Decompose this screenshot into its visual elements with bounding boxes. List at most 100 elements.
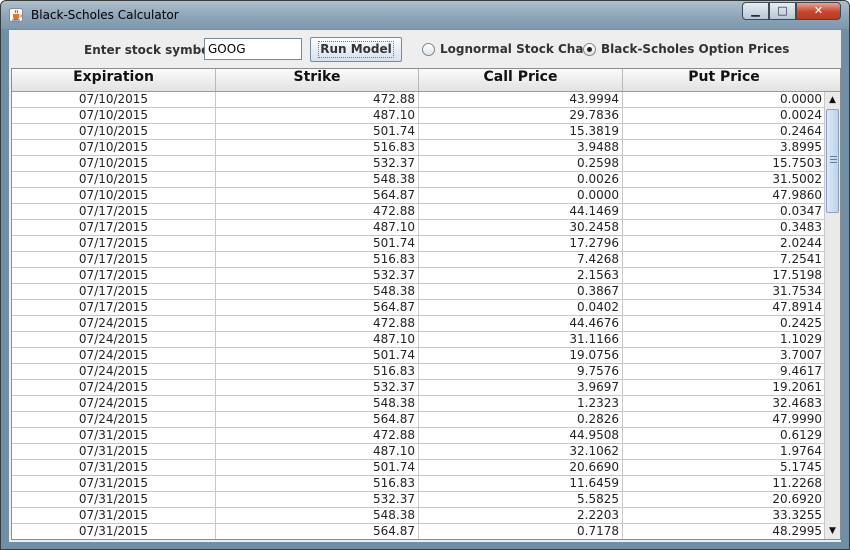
put-price-cell[interactable]: 3.8995: [623, 140, 824, 156]
expiration-cell[interactable]: 07/17/2015: [12, 220, 216, 236]
table-row[interactable]: 07/24/2015 472.88 44.4676 0.2425: [12, 316, 824, 332]
table-row[interactable]: 07/31/2015 472.88 44.9508 0.6129: [12, 428, 824, 444]
call-price-cell[interactable]: 17.2796: [419, 236, 623, 252]
table-row[interactable]: 07/24/2015 532.37 3.9697 19.2061: [12, 380, 824, 396]
table-row[interactable]: 07/10/2015 472.88 43.9994 0.0000: [12, 92, 824, 108]
table-row[interactable]: 07/31/2015 548.38 2.2203 33.3255: [12, 508, 824, 524]
strike-cell[interactable]: 532.37: [216, 268, 419, 284]
minimize-button[interactable]: ▁: [742, 2, 769, 20]
expiration-cell[interactable]: 07/24/2015: [12, 412, 216, 428]
table-row[interactable]: 07/24/2015 516.83 9.7576 9.4617: [12, 364, 824, 380]
expiration-cell[interactable]: 07/17/2015: [12, 300, 216, 316]
strike-cell[interactable]: 564.87: [216, 188, 419, 204]
expiration-cell[interactable]: 07/17/2015: [12, 236, 216, 252]
call-price-cell[interactable]: 0.2826: [419, 412, 623, 428]
table-row[interactable]: 07/31/2015 501.74 20.6690 5.1745: [12, 460, 824, 476]
put-price-cell[interactable]: 32.4683: [623, 396, 824, 412]
put-price-cell[interactable]: 7.2541: [623, 252, 824, 268]
call-price-cell[interactable]: 15.3819: [419, 124, 623, 140]
table-row[interactable]: 07/10/2015 532.37 0.2598 15.7503: [12, 156, 824, 172]
scroll-up-arrow-icon[interactable]: ▲: [829, 95, 836, 105]
call-price-cell[interactable]: 30.2458: [419, 220, 623, 236]
strike-cell[interactable]: 532.37: [216, 156, 419, 172]
radio-selected-icon[interactable]: [583, 43, 596, 56]
put-price-cell[interactable]: 0.2425: [623, 316, 824, 332]
expiration-cell[interactable]: 07/31/2015: [12, 508, 216, 524]
expiration-cell[interactable]: 07/31/2015: [12, 524, 216, 539]
run-model-button[interactable]: Run Model: [310, 37, 402, 62]
strike-cell[interactable]: 472.88: [216, 428, 419, 444]
strike-cell[interactable]: 472.88: [216, 204, 419, 220]
strike-cell[interactable]: 472.88: [216, 316, 419, 332]
put-price-cell[interactable]: 47.9860: [623, 188, 824, 204]
call-price-cell[interactable]: 19.0756: [419, 348, 623, 364]
strike-cell[interactable]: 548.38: [216, 396, 419, 412]
call-price-cell[interactable]: 11.6459: [419, 476, 623, 492]
strike-cell[interactable]: 487.10: [216, 332, 419, 348]
expiration-cell[interactable]: 07/31/2015: [12, 492, 216, 508]
title-bar[interactable]: Black-Scholes Calculator ▁ □ ✕: [1, 1, 849, 29]
table-row[interactable]: 07/10/2015 516.83 3.9488 3.8995: [12, 140, 824, 156]
expiration-cell[interactable]: 07/10/2015: [12, 108, 216, 124]
expiration-cell[interactable]: 07/31/2015: [12, 476, 216, 492]
table-row[interactable]: 07/17/2015 487.10 30.2458 0.3483: [12, 220, 824, 236]
strike-cell[interactable]: 564.87: [216, 300, 419, 316]
expiration-cell[interactable]: 07/24/2015: [12, 316, 216, 332]
put-price-cell[interactable]: 17.5198: [623, 268, 824, 284]
table-row[interactable]: 07/17/2015 532.37 2.1563 17.5198: [12, 268, 824, 284]
expiration-cell[interactable]: 07/31/2015: [12, 460, 216, 476]
put-price-cell[interactable]: 0.0347: [623, 204, 824, 220]
table-row[interactable]: 07/17/2015 472.88 44.1469 0.0347: [12, 204, 824, 220]
table-row[interactable]: 07/31/2015 487.10 32.1062 1.9764: [12, 444, 824, 460]
strike-cell[interactable]: 548.38: [216, 172, 419, 188]
put-price-cell[interactable]: 2.0244: [623, 236, 824, 252]
strike-cell[interactable]: 516.83: [216, 476, 419, 492]
expiration-cell[interactable]: 07/10/2015: [12, 124, 216, 140]
strike-cell[interactable]: 487.10: [216, 444, 419, 460]
put-price-cell[interactable]: 11.2268: [623, 476, 824, 492]
radio-unselected-icon[interactable]: [422, 43, 435, 56]
column-header-put-price[interactable]: Put Price: [623, 69, 826, 91]
put-price-cell[interactable]: 1.9764: [623, 444, 824, 460]
call-price-cell[interactable]: 1.2323: [419, 396, 623, 412]
table-row[interactable]: 07/31/2015 564.87 0.7178 48.2995: [12, 524, 824, 539]
put-price-cell[interactable]: 0.3483: [623, 220, 824, 236]
expiration-cell[interactable]: 07/24/2015: [12, 332, 216, 348]
column-header-strike[interactable]: Strike: [216, 69, 419, 91]
put-price-cell[interactable]: 0.6129: [623, 428, 824, 444]
expiration-cell[interactable]: 07/31/2015: [12, 444, 216, 460]
strike-cell[interactable]: 532.37: [216, 492, 419, 508]
expiration-cell[interactable]: 07/24/2015: [12, 348, 216, 364]
call-price-cell[interactable]: 2.2203: [419, 508, 623, 524]
put-price-cell[interactable]: 47.9990: [623, 412, 824, 428]
expiration-cell[interactable]: 07/24/2015: [12, 396, 216, 412]
expiration-cell[interactable]: 07/17/2015: [12, 284, 216, 300]
strike-cell[interactable]: 564.87: [216, 524, 419, 539]
call-price-cell[interactable]: 0.0000: [419, 188, 623, 204]
close-button[interactable]: ✕: [796, 2, 841, 20]
table-row[interactable]: 07/10/2015 548.38 0.0026 31.5002: [12, 172, 824, 188]
scroll-down-arrow-icon[interactable]: ▼: [829, 526, 836, 536]
table-row[interactable]: 07/10/2015 501.74 15.3819 0.2464: [12, 124, 824, 140]
call-price-cell[interactable]: 29.7836: [419, 108, 623, 124]
table-row[interactable]: 07/31/2015 516.83 11.6459 11.2268: [12, 476, 824, 492]
strike-cell[interactable]: 548.38: [216, 508, 419, 524]
scrollbar-thumb[interactable]: [826, 109, 839, 213]
table-row[interactable]: 07/24/2015 548.38 1.2323 32.4683: [12, 396, 824, 412]
table-row[interactable]: 07/17/2015 516.83 7.4268 7.2541: [12, 252, 824, 268]
call-price-cell[interactable]: 32.1062: [419, 444, 623, 460]
call-price-cell[interactable]: 44.1469: [419, 204, 623, 220]
strike-cell[interactable]: 501.74: [216, 236, 419, 252]
put-price-cell[interactable]: 9.4617: [623, 364, 824, 380]
call-price-cell[interactable]: 44.4676: [419, 316, 623, 332]
put-price-cell[interactable]: 0.0000: [623, 92, 824, 108]
table-row[interactable]: 07/31/2015 532.37 5.5825 20.6920: [12, 492, 824, 508]
table-row[interactable]: 07/24/2015 501.74 19.0756 3.7007: [12, 348, 824, 364]
column-header-call-price[interactable]: Call Price: [419, 69, 623, 91]
symbol-input[interactable]: [204, 38, 302, 60]
expiration-cell[interactable]: 07/10/2015: [12, 140, 216, 156]
strike-cell[interactable]: 548.38: [216, 284, 419, 300]
put-price-cell[interactable]: 48.2995: [623, 524, 824, 539]
put-price-cell[interactable]: 1.1029: [623, 332, 824, 348]
put-price-cell[interactable]: 31.5002: [623, 172, 824, 188]
